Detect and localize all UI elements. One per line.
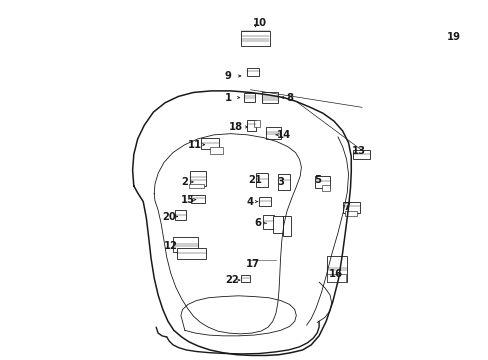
Bar xyxy=(434,44,441,49)
Bar xyxy=(277,174,289,190)
Bar xyxy=(200,138,219,149)
Bar xyxy=(254,120,260,127)
Bar xyxy=(172,237,198,252)
Text: 3: 3 xyxy=(277,177,284,187)
Bar xyxy=(209,147,222,154)
Bar xyxy=(175,211,186,220)
Bar xyxy=(282,216,291,236)
Bar xyxy=(272,216,282,233)
Bar xyxy=(240,31,270,46)
Bar xyxy=(442,41,466,57)
Text: 15: 15 xyxy=(180,195,194,204)
Text: 17: 17 xyxy=(245,260,259,269)
Bar xyxy=(321,185,330,191)
Text: 8: 8 xyxy=(285,93,292,103)
Bar xyxy=(352,149,369,159)
Bar xyxy=(259,197,270,207)
Bar xyxy=(326,274,346,283)
Bar xyxy=(241,275,249,283)
Text: 20: 20 xyxy=(162,212,176,221)
Text: 21: 21 xyxy=(248,175,262,185)
Bar xyxy=(314,176,329,188)
Bar xyxy=(191,194,205,203)
Text: 16: 16 xyxy=(328,269,342,279)
Bar xyxy=(177,248,206,259)
Text: 18: 18 xyxy=(228,122,243,132)
Text: 6: 6 xyxy=(254,218,261,228)
Bar xyxy=(246,120,256,131)
Bar xyxy=(345,211,356,216)
Bar xyxy=(256,172,267,188)
Text: 19: 19 xyxy=(446,32,459,42)
Bar xyxy=(326,256,346,283)
Text: 22: 22 xyxy=(224,275,238,285)
Text: 13: 13 xyxy=(350,145,365,156)
Bar xyxy=(266,127,281,139)
Text: 14: 14 xyxy=(276,130,290,140)
Text: 12: 12 xyxy=(163,240,177,251)
Text: 2: 2 xyxy=(181,177,188,187)
Bar xyxy=(342,202,359,213)
Text: 7: 7 xyxy=(343,202,349,212)
Text: 1: 1 xyxy=(224,93,231,103)
Text: 4: 4 xyxy=(245,197,253,207)
Bar xyxy=(243,93,254,103)
Bar xyxy=(247,68,259,76)
Bar xyxy=(189,171,206,186)
Bar xyxy=(262,92,277,103)
Text: 10: 10 xyxy=(252,18,266,28)
Text: 5: 5 xyxy=(314,175,321,185)
Bar xyxy=(189,184,203,188)
Text: 9: 9 xyxy=(224,71,231,81)
Text: 11: 11 xyxy=(188,140,202,150)
Bar xyxy=(263,215,274,229)
